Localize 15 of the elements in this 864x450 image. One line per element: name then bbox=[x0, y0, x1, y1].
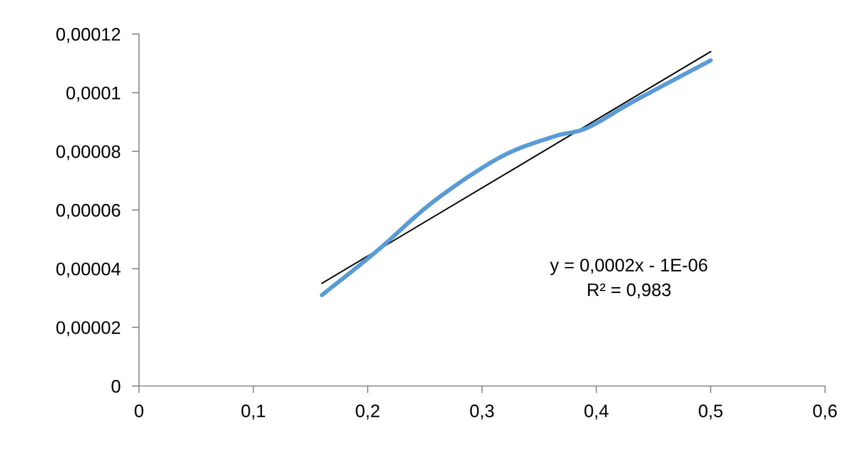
x-tick-label: 0,4 bbox=[584, 404, 608, 420]
y-tick-label: 0 bbox=[112, 380, 120, 393]
y-tick-label: 0,00002 bbox=[56, 321, 120, 336]
x-tick-label: 0,5 bbox=[698, 404, 722, 420]
y-tick-label: 0,00008 bbox=[56, 145, 120, 160]
x-tick-label: 0,3 bbox=[470, 404, 494, 420]
x-tick-label: 0,2 bbox=[356, 404, 380, 420]
x-tick-label: 0,6 bbox=[813, 404, 837, 420]
x-tick-label: 0 bbox=[134, 404, 144, 418]
y-tick-label: 0,0001 bbox=[66, 86, 120, 102]
x-tick-label: 0,1 bbox=[241, 404, 266, 420]
annotation: y = 0,0002x - 1E-06 R² = 0,983 bbox=[550, 258, 708, 298]
y-tick-label: 0,00012 bbox=[56, 28, 120, 43]
y-tick-label: 0,00004 bbox=[56, 262, 120, 278]
y-tick-label: 0,00006 bbox=[56, 204, 120, 219]
